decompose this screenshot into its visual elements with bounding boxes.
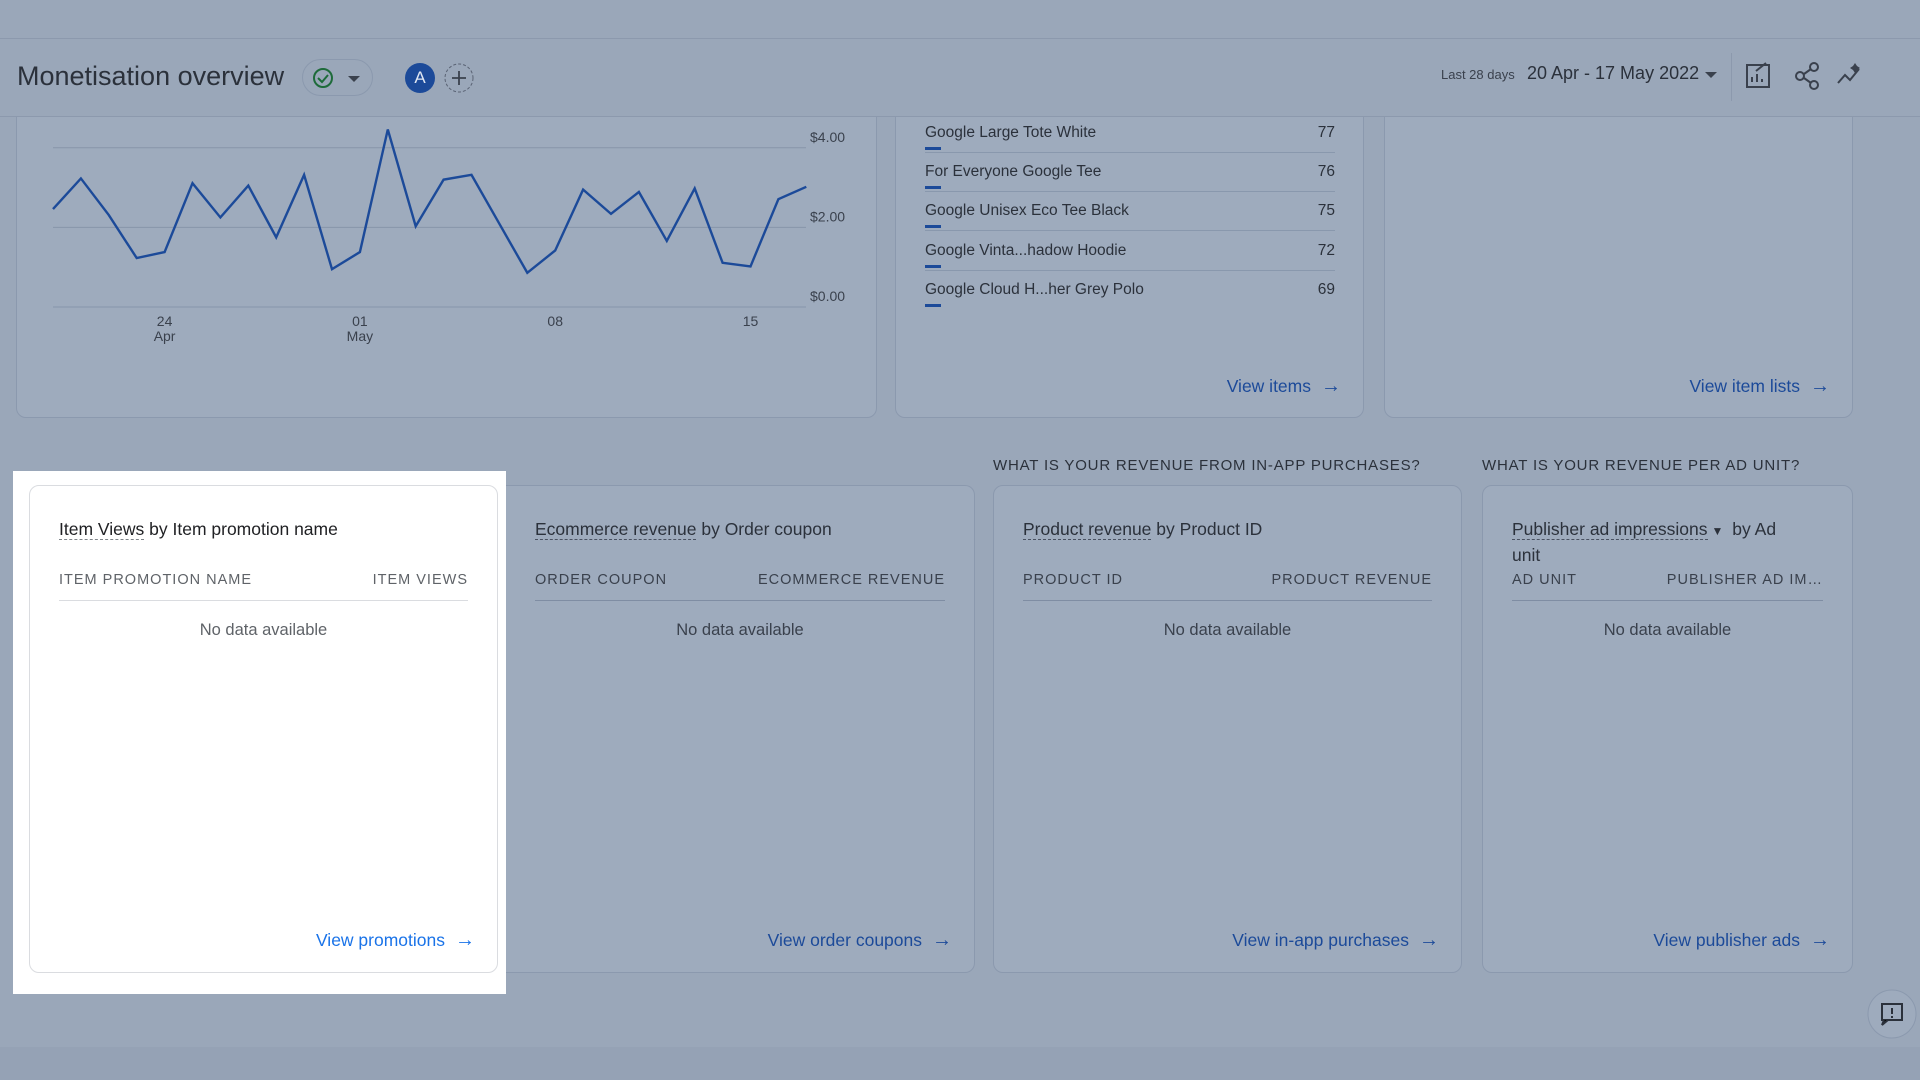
view-link[interactable]: View in-app purchases → (1232, 929, 1439, 951)
page-title: Monetisation overview (17, 61, 285, 91)
title-metric: Ecommerce revenue (535, 519, 697, 540)
header-separator (59, 600, 468, 601)
title-rest: by Ad unit (1512, 519, 1777, 565)
arrow-icon: → (1810, 929, 1830, 951)
view-link[interactable]: View promotions → (315, 929, 475, 951)
x-tick-label: 15 (743, 313, 759, 329)
top-items-card: Google Large Tote White 77 For Everyone Go… (895, 60, 1364, 418)
card-title: Ecommerce revenue by Order coupon (535, 517, 832, 541)
report-card: Ecommerce revenue by Order coupon ORDER C… (506, 485, 975, 973)
title-metric[interactable]: Publisher ad impressions (1512, 519, 1708, 540)
y-tick-label: $0.00 (810, 288, 845, 304)
title-metric: Product revenue (1023, 519, 1152, 540)
empty-state: No data available (199, 621, 328, 639)
view-link[interactable]: View items → (1226, 375, 1341, 397)
add-comparison[interactable] (444, 63, 474, 93)
title-rest: by Product ID (1156, 519, 1263, 539)
x-month-label: May (347, 328, 373, 344)
x-tick-label: 24 (157, 313, 173, 329)
column-header: PRODUCT REVENUE (1271, 572, 1432, 588)
item-bar (925, 264, 941, 268)
item-value: 75 (1317, 202, 1335, 220)
revenue-line (52, 129, 807, 275)
item-bar (925, 303, 941, 307)
header-separator (535, 600, 945, 601)
arrow-icon: → (1419, 929, 1439, 951)
column-header: AD UNIT (1512, 572, 1577, 588)
section-question: WHAT IS YOUR REVENUE FROM IN-APP PURCHAS… (993, 457, 1421, 474)
y-tick-label: $4.00 (810, 129, 845, 145)
header-separator (1023, 600, 1432, 601)
status-icons (313, 68, 360, 88)
item-name: Google Unisex Eco Tee Black (925, 202, 1129, 220)
item-name: Google Large Tote White (925, 124, 1097, 141)
title-metric: Item Views (59, 519, 145, 540)
report-card: Publisher ad impressions ▼ by Ad unit AD U… (1482, 485, 1853, 973)
view-link[interactable]: View publisher ads → (1653, 929, 1830, 951)
title-rest: by Order coupon (701, 519, 832, 539)
row-separator (925, 230, 1335, 232)
card-title: Item Views by Item promotion name (59, 517, 338, 541)
item-name: Google Vinta...hadow Hoodie (925, 241, 1127, 259)
arrow-icon: → (455, 929, 475, 951)
title-rest: by Item promotion name (149, 519, 338, 539)
item-bar (925, 186, 941, 190)
divider (1731, 53, 1732, 101)
item-lists-card: View item lists → (1384, 60, 1853, 418)
column-header: ITEM PROMOTION NAME (59, 572, 252, 588)
x-month-label: Apr (154, 328, 176, 344)
column-header: ITEM VIEWS (372, 572, 468, 588)
arrow-icon: → (1321, 375, 1341, 397)
revenue-chart-card (16, 60, 877, 418)
date-range[interactable]: 20 Apr - 17 May 2022 (1527, 63, 1700, 83)
row-separator (925, 152, 1335, 153)
feedback-button[interactable] (1866, 988, 1918, 1040)
column-header: ORDER COUPON (535, 572, 668, 588)
arrow-icon: → (932, 929, 952, 951)
toolbar-icons[interactable] (1744, 61, 1864, 91)
empty-state: No data available (1603, 621, 1732, 639)
item-name: For Everyone Google Tee (925, 163, 1102, 181)
date-label: Last 28 days (1441, 67, 1515, 82)
item-value: 72 (1317, 241, 1335, 259)
card-title: Product revenue by Product ID (1023, 517, 1262, 541)
view-link[interactable]: View order coupons → (767, 929, 952, 951)
column-header: ECOMMERCE REVENUE (758, 572, 945, 588)
header: Monetisation overview A Last 28 days 20 … (0, 39, 1920, 117)
arrow-icon: → (1810, 375, 1830, 397)
date-dropdown[interactable] (1703, 67, 1719, 83)
empty-state: No data available (1163, 621, 1292, 639)
x-tick-label: 01 (352, 313, 368, 329)
top-strip (0, 0, 1920, 39)
report-card: Product revenue by Product ID PRODUCT ID P… (993, 485, 1462, 973)
header-separator (1512, 600, 1823, 601)
column-header: PRODUCT ID (1023, 572, 1123, 588)
item-bar (925, 147, 941, 150)
item-value: 76 (1317, 163, 1335, 181)
status-chip[interactable] (302, 59, 373, 96)
row-separator (925, 191, 1335, 193)
report-card: Item Views by Item promotion name ITEM PR… (29, 485, 498, 973)
item-name: Google Cloud H...her Grey Polo (925, 280, 1144, 298)
metric-dropdown[interactable]: ▼ (1711, 524, 1724, 538)
item-value: 69 (1317, 280, 1335, 298)
column-header: PUBLISHER AD IM… (1666, 572, 1823, 588)
section-question: WHAT IS YOUR REVENUE PER AD UNIT? (1482, 457, 1801, 474)
y-tick-label: $2.00 (810, 208, 845, 224)
item-value: 77 (1317, 124, 1335, 141)
avatar[interactable]: A (405, 63, 435, 93)
row-separator (925, 269, 1335, 271)
card-title: Publisher ad impressions ▼ by Ad unit (1512, 517, 1782, 567)
bottom-strip (0, 1047, 1920, 1080)
view-link[interactable]: View item lists → (1689, 375, 1830, 397)
item-bar (925, 225, 941, 229)
empty-state: No data available (676, 621, 804, 639)
x-tick-label: 08 (547, 313, 563, 329)
